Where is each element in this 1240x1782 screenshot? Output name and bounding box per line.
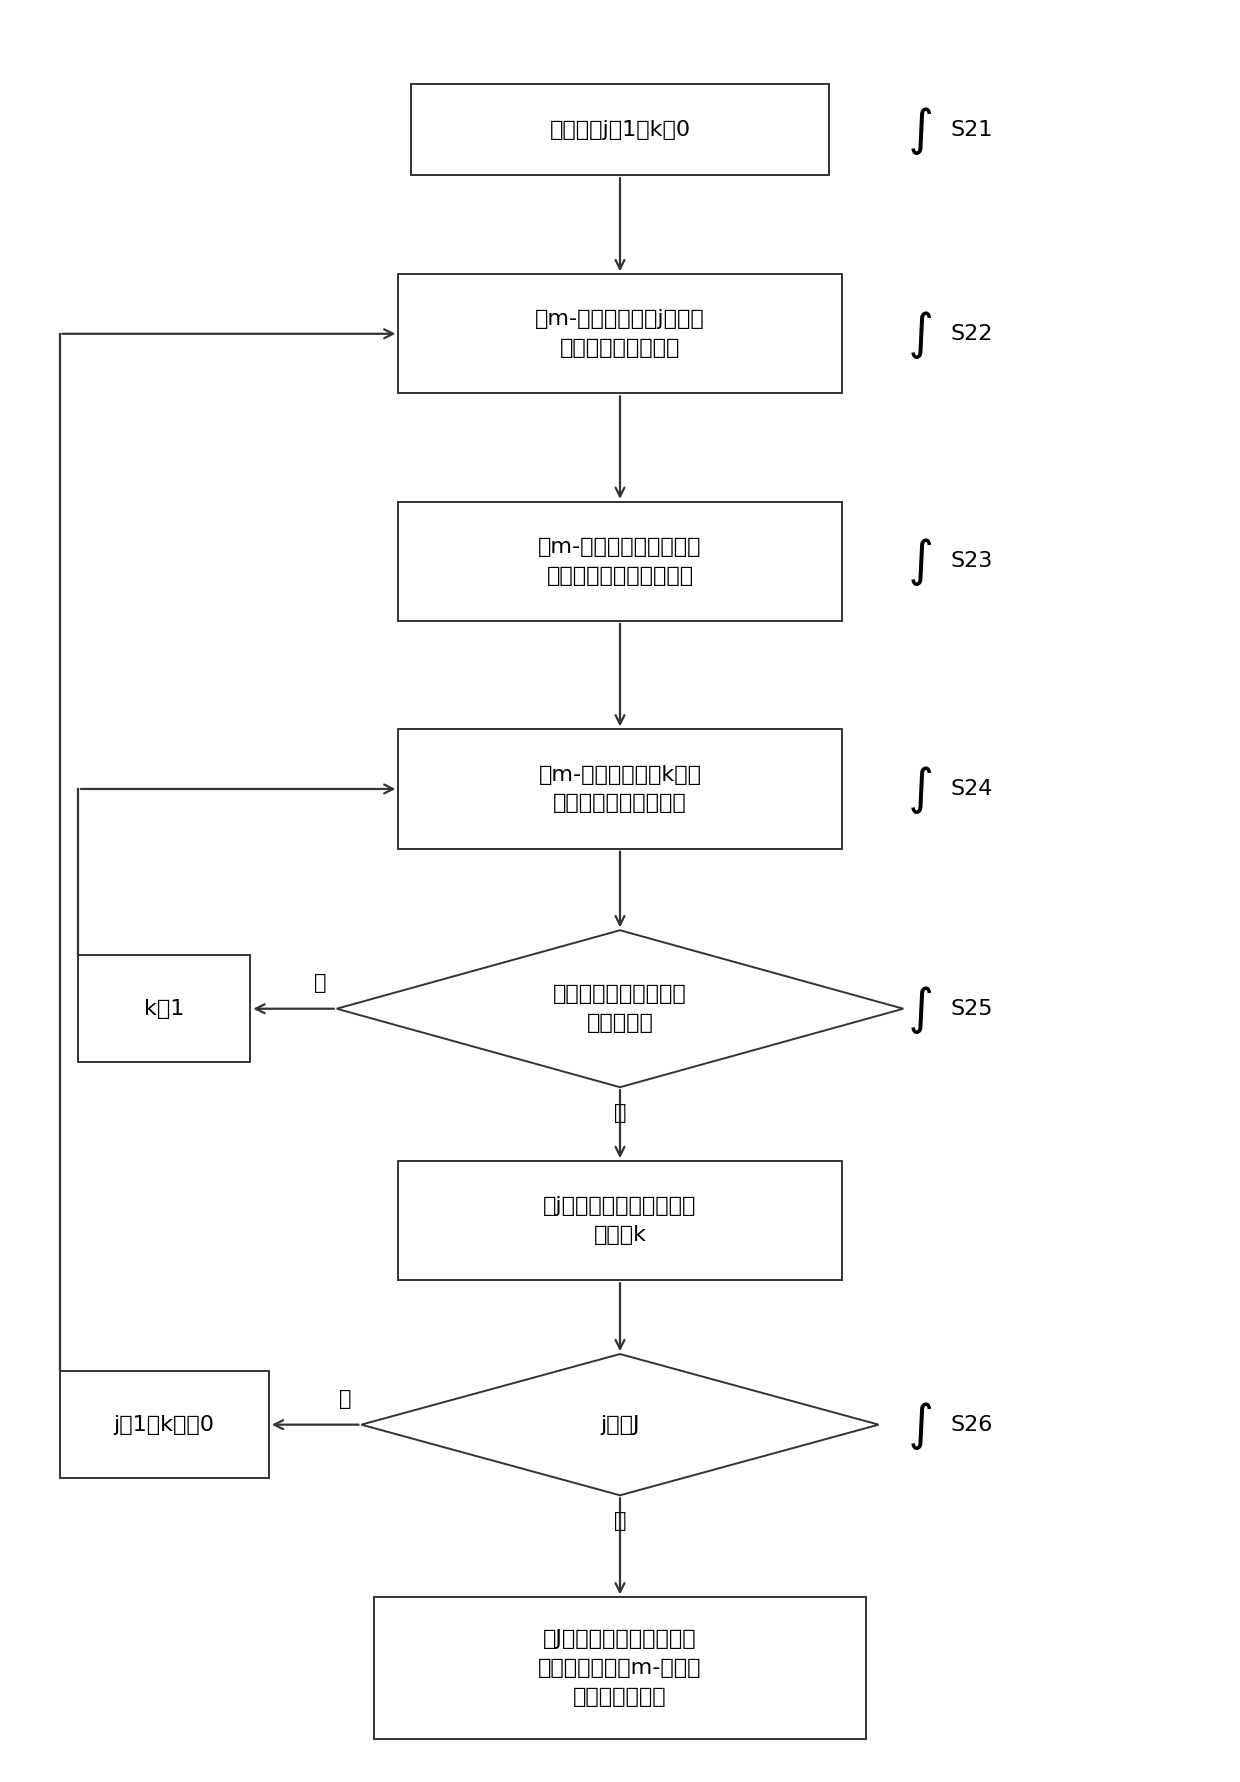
Text: 否: 否	[315, 973, 327, 993]
Text: ∫: ∫	[903, 310, 929, 358]
FancyBboxPatch shape	[78, 955, 250, 1062]
Text: ∫: ∫	[903, 764, 929, 813]
Text: ∫: ∫	[903, 105, 929, 153]
Text: 是: 是	[614, 1511, 626, 1531]
FancyBboxPatch shape	[373, 1597, 867, 1739]
Polygon shape	[361, 1354, 879, 1495]
Polygon shape	[337, 930, 903, 1087]
Text: 将m-序列循环右移k位后
得到第二移位后的序列: 将m-序列循环右移k位后 得到第二移位后的序列	[538, 764, 702, 813]
Text: S25: S25	[950, 998, 992, 1019]
FancyBboxPatch shape	[60, 1372, 269, 1477]
Text: S24: S24	[950, 779, 992, 798]
Text: S26: S26	[950, 1415, 992, 1435]
FancyBboxPatch shape	[398, 274, 842, 394]
Text: j加1，k置为0: j加1，k置为0	[114, 1415, 215, 1435]
Text: ∫: ∫	[903, 1401, 929, 1449]
Text: 是: 是	[614, 1103, 626, 1123]
Text: S21: S21	[950, 119, 992, 139]
Text: ∫: ∫	[903, 985, 929, 1034]
FancyBboxPatch shape	[410, 84, 830, 175]
Text: j大于J: j大于J	[600, 1415, 640, 1435]
FancyBboxPatch shape	[398, 1162, 842, 1279]
Text: 初始化，j为1，k为0: 初始化，j为1，k为0	[549, 119, 691, 139]
FancyBboxPatch shape	[398, 729, 842, 848]
FancyBboxPatch shape	[398, 503, 842, 620]
Text: ∫: ∫	[903, 538, 929, 584]
Text: 将m-序列循环右移j位后得
到第一移位后的序列: 将m-序列循环右移j位后得 到第一移位后的序列	[536, 310, 704, 358]
Text: S23: S23	[950, 551, 992, 572]
Text: 将m-序列与第一移位后的
序列相乘后得到相乘序列: 将m-序列与第一移位后的 序列相乘后得到相乘序列	[538, 536, 702, 586]
Text: 否: 否	[339, 1388, 351, 1410]
Text: 第j个二元核切片对应的位
移量为k: 第j个二元核切片对应的位 移量为k	[543, 1196, 697, 1246]
Text: 相乘序列与第二移位后
的序列相等: 相乘序列与第二移位后 的序列相等	[553, 984, 687, 1034]
Text: S22: S22	[950, 324, 992, 344]
Text: 将J个核切片对应的位移量
组合起来构成该m-序列所
对应的位移函数: 将J个核切片对应的位移量 组合起来构成该m-序列所 对应的位移函数	[538, 1629, 702, 1707]
Text: k加1: k加1	[144, 998, 185, 1019]
